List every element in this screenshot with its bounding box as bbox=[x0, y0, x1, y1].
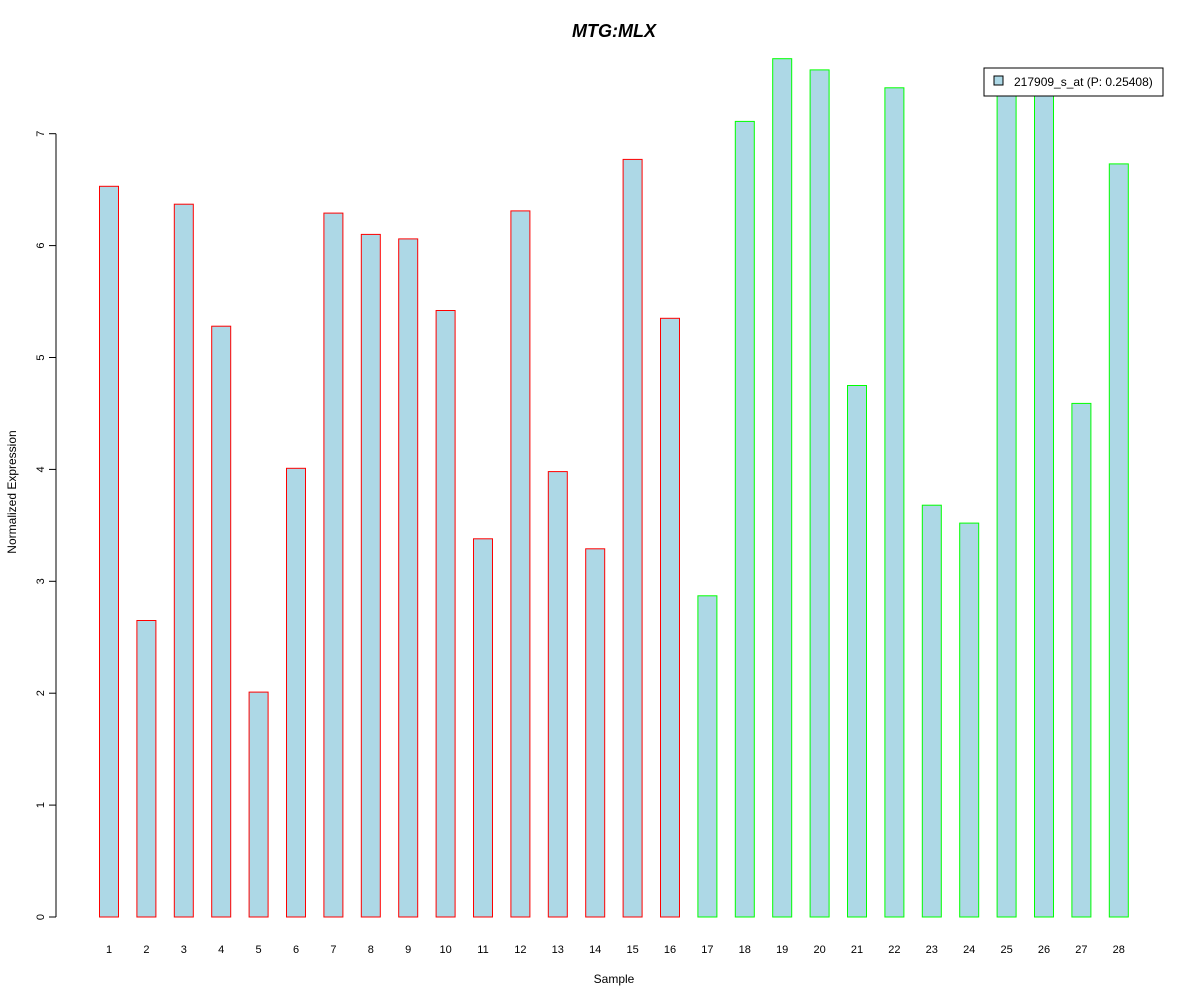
x-tick-label: 11 bbox=[477, 944, 488, 956]
bar-sample-6 bbox=[286, 467, 306, 918]
bar-sample-3 bbox=[173, 203, 194, 918]
bar-sample-20 bbox=[809, 69, 830, 918]
chart-title: MTG:MLX bbox=[572, 21, 657, 41]
bar-sample-18 bbox=[734, 120, 755, 918]
bar-sample-14 bbox=[585, 548, 606, 918]
x-tick-label: 23 bbox=[926, 944, 938, 956]
x-tick-label: 8 bbox=[368, 944, 374, 956]
x-tick-label: 17 bbox=[701, 944, 713, 956]
x-tick-label: 24 bbox=[963, 944, 975, 956]
x-tick-label: 18 bbox=[739, 944, 751, 956]
bar-sample-12 bbox=[510, 210, 531, 918]
y-tick-label: 6 bbox=[35, 243, 47, 249]
legend-series-name: 217909_s_at (P: 0.25408) bbox=[1014, 75, 1153, 89]
x-tick-label: 27 bbox=[1075, 944, 1087, 956]
x-tick-label: 9 bbox=[405, 944, 411, 956]
y-tick-label: 3 bbox=[35, 578, 47, 584]
bar-sample-16 bbox=[660, 317, 680, 918]
x-tick-label: 3 bbox=[181, 944, 187, 956]
bars bbox=[99, 58, 1129, 918]
bar-sample-22 bbox=[884, 87, 905, 918]
x-tick-label: 4 bbox=[218, 944, 224, 956]
x-tick-label: 1 bbox=[106, 944, 112, 956]
y-tick-label: 0 bbox=[35, 914, 47, 920]
x-tick-label: 7 bbox=[330, 944, 336, 956]
bar-sample-2 bbox=[136, 620, 157, 918]
legend-swatch bbox=[993, 75, 1004, 86]
bar-sample-15 bbox=[622, 158, 643, 918]
bar-sample-27 bbox=[1071, 402, 1092, 918]
bar-sample-13 bbox=[547, 471, 568, 918]
legend-box bbox=[983, 67, 1164, 97]
x-tick-label: 22 bbox=[888, 944, 900, 956]
x-tick-label: 28 bbox=[1113, 944, 1125, 956]
bar-sample-9 bbox=[398, 238, 419, 918]
x-tick-label: 15 bbox=[626, 944, 638, 956]
x-tick-label: 20 bbox=[813, 944, 825, 956]
bar-sample-28 bbox=[1108, 163, 1129, 918]
x-tick-label: 13 bbox=[552, 944, 564, 956]
bar-sample-26 bbox=[1034, 92, 1054, 918]
bar-sample-19 bbox=[772, 58, 793, 918]
x-tick-label: 21 bbox=[851, 944, 863, 956]
y-tick-label: 5 bbox=[35, 354, 47, 360]
bar-sample-23 bbox=[921, 504, 942, 918]
bar-sample-8 bbox=[360, 233, 381, 918]
bar-sample-1 bbox=[99, 185, 119, 918]
x-tick-label: 26 bbox=[1038, 944, 1050, 956]
y-axis: 0 1 2 3 4 5 6 7 bbox=[35, 131, 57, 920]
y-axis-label: Normalized Expression bbox=[5, 430, 19, 553]
x-tick-labels: 1 2 3 4 5 6 7 8 9 10 11 12 13 14 15 16 17 18 19 20 21 22 23 24 2… bbox=[106, 944, 1125, 956]
y-tick-label: 4 bbox=[35, 466, 47, 472]
x-tick-label: 19 bbox=[776, 944, 788, 956]
x-tick-label: 14 bbox=[589, 944, 601, 956]
bar-sample-4 bbox=[211, 325, 232, 918]
x-axis-label: Sample bbox=[594, 972, 635, 986]
x-tick-label: 12 bbox=[514, 944, 526, 956]
x-tick-label: 10 bbox=[439, 944, 451, 956]
x-tick-label: 2 bbox=[143, 944, 149, 956]
legend: 217909_s_at (P: 0.25408) bbox=[983, 67, 1164, 97]
bar-sample-11 bbox=[473, 538, 493, 918]
bar-sample-25 bbox=[996, 91, 1017, 918]
bar-sample-17 bbox=[697, 595, 718, 918]
y-tick-label: 2 bbox=[35, 690, 47, 696]
x-tick-label: 5 bbox=[256, 944, 262, 956]
bar-sample-5 bbox=[248, 691, 269, 918]
bar-sample-7 bbox=[323, 212, 344, 918]
x-tick-label: 25 bbox=[1000, 944, 1012, 956]
y-tick-label: 7 bbox=[35, 131, 47, 137]
x-tick-label: 16 bbox=[664, 944, 676, 956]
x-tick-label: 6 bbox=[293, 944, 299, 956]
bar-sample-24 bbox=[959, 522, 980, 918]
y-tick-label: 1 bbox=[35, 802, 47, 808]
bar-sample-10 bbox=[435, 310, 456, 918]
bar-sample-21 bbox=[847, 385, 867, 918]
